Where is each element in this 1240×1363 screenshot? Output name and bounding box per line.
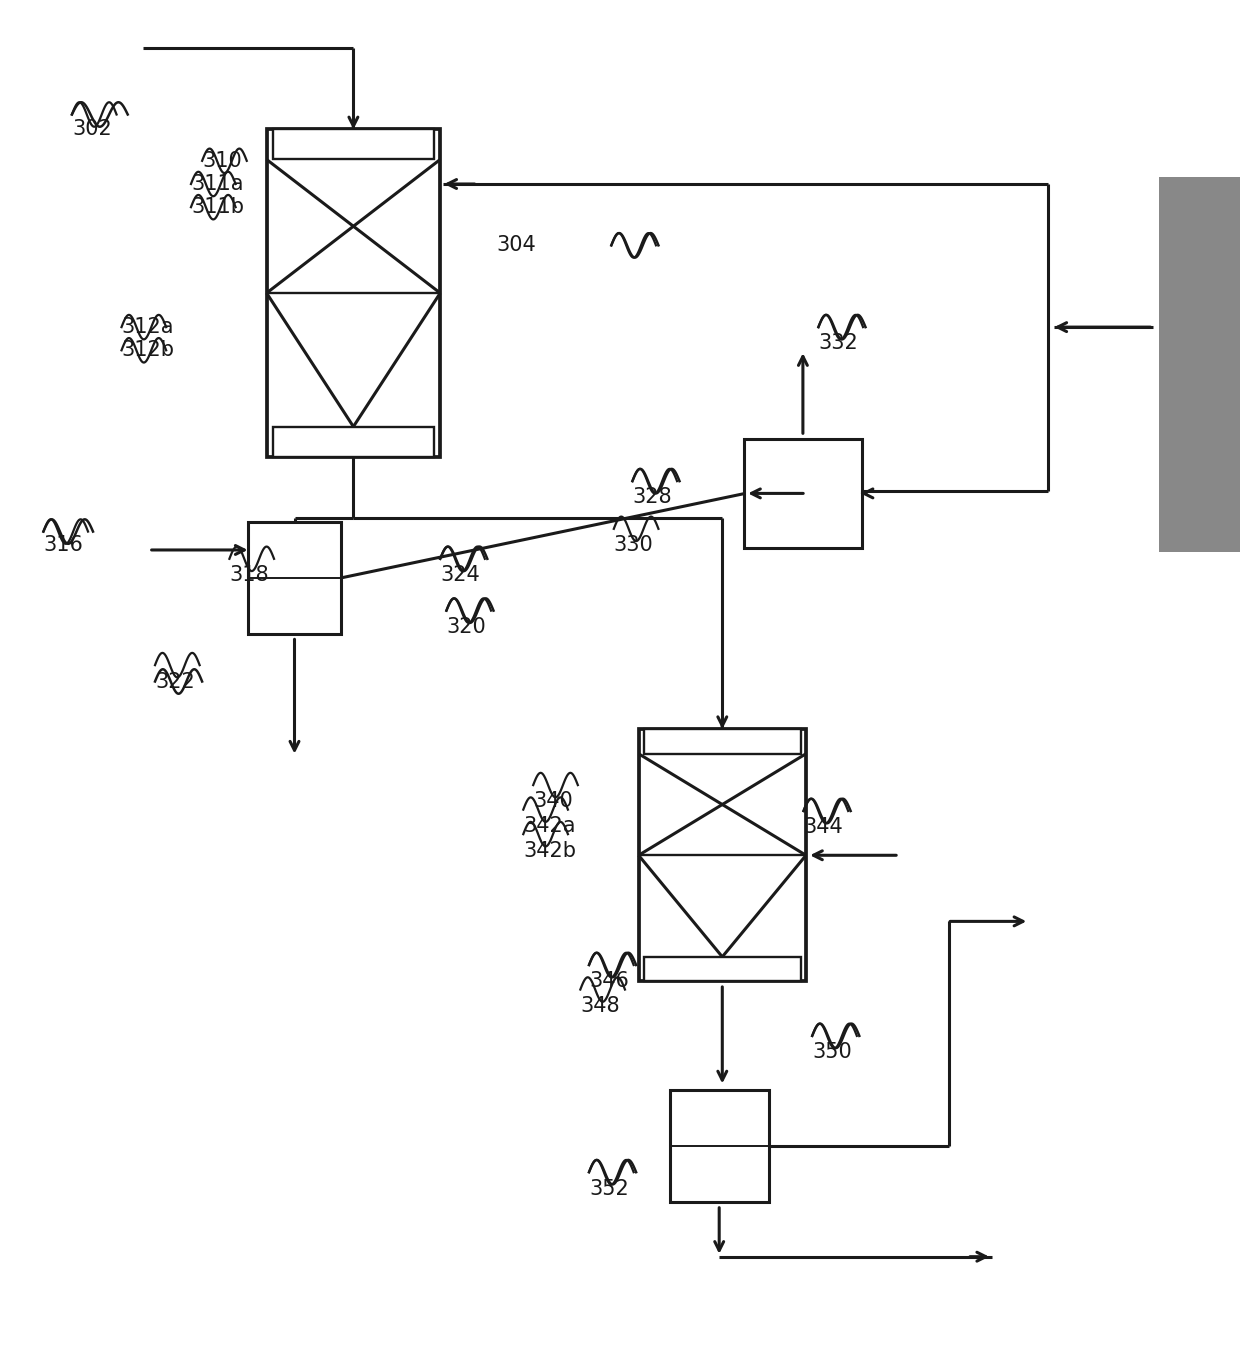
- Text: 342b: 342b: [523, 841, 577, 860]
- Text: 332: 332: [818, 334, 858, 353]
- Text: 312b: 312b: [122, 341, 175, 360]
- Text: 310: 310: [202, 151, 242, 170]
- Text: 316: 316: [43, 536, 83, 555]
- Text: 350: 350: [812, 1043, 852, 1062]
- Text: 318: 318: [229, 566, 269, 585]
- Text: 330: 330: [614, 536, 653, 555]
- Bar: [644, 729, 801, 754]
- Bar: [273, 427, 434, 457]
- Bar: [273, 129, 434, 159]
- Bar: [1159, 177, 1240, 552]
- Bar: [644, 957, 801, 981]
- Text: 311b: 311b: [191, 198, 244, 217]
- Text: 342a: 342a: [523, 816, 575, 836]
- Text: 348: 348: [580, 996, 620, 1015]
- Bar: [744, 439, 862, 548]
- Text: 312a: 312a: [122, 318, 174, 337]
- Text: 352: 352: [589, 1179, 629, 1198]
- Text: 322: 322: [155, 672, 195, 691]
- Text: 304: 304: [496, 236, 536, 255]
- Bar: [248, 522, 341, 634]
- Text: 320: 320: [446, 617, 486, 637]
- Text: 311a: 311a: [191, 174, 243, 194]
- Bar: [267, 129, 440, 457]
- Text: 324: 324: [440, 566, 480, 585]
- Bar: [670, 1090, 769, 1202]
- Text: 340: 340: [533, 792, 573, 811]
- Text: 344: 344: [804, 818, 843, 837]
- Text: 302: 302: [72, 120, 112, 139]
- Bar: [639, 729, 806, 981]
- Text: 328: 328: [632, 488, 672, 507]
- Text: 346: 346: [589, 972, 629, 991]
